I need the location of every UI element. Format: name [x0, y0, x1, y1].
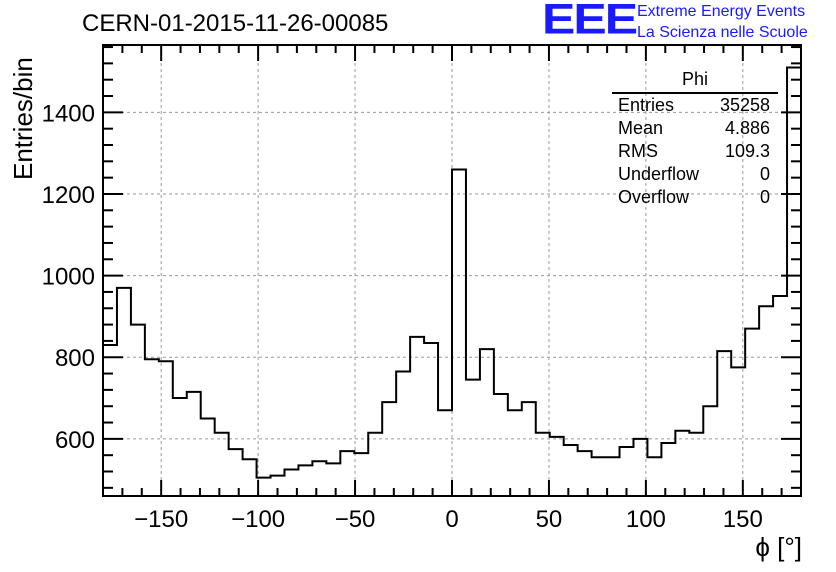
y-tick-label: 800 [55, 345, 95, 372]
tick-labels: −150 −100 −50 0 50 100 150 600 800 1000 1200 1400 [42, 100, 763, 533]
stats-box: Phi Entries 35258 Mean 4.886 RMS 109.3 U… [610, 70, 778, 209]
stats-label: Overflow [618, 187, 690, 207]
stats-label: Mean [618, 118, 664, 138]
y-tick-label: 1200 [42, 182, 95, 209]
stats-row-mean: Mean 4.886 [610, 117, 778, 140]
stats-value: 4.886 [724, 118, 770, 138]
stats-label: Entries [618, 95, 675, 115]
stats-row-rms: RMS 109.3 [610, 140, 778, 163]
x-tick-label: −50 [335, 506, 376, 533]
y-axis-label: Entries/bin [8, 57, 38, 180]
x-tick-label: 100 [626, 506, 666, 533]
x-tick-label: 50 [536, 506, 563, 533]
histogram-series-line [103, 66, 801, 479]
y-tick-label: 600 [55, 427, 95, 454]
stats-label: Underflow [618, 164, 700, 184]
x-tick-label: −100 [231, 506, 285, 533]
stats-value: 109.3 [724, 141, 770, 161]
chart-title: CERN-01-2015-11-26-00085 [82, 10, 389, 37]
logo-line-2: La Scienza nelle Scuole [637, 24, 808, 41]
logo-line-1: Extreme Energy Events [637, 3, 806, 20]
x-tick-label: 150 [723, 506, 763, 533]
x-axis-label: ϕ [°] [755, 532, 802, 562]
stats-box-title: Phi [612, 70, 778, 94]
stats-value: 35258 [719, 95, 770, 115]
stats-value: 0 [759, 187, 770, 207]
y-tick-label: 1000 [42, 264, 95, 291]
x-tick-label: 0 [445, 506, 458, 533]
stats-row-entries: Entries 35258 [610, 94, 778, 117]
stats-value: 0 [759, 164, 770, 184]
stats-label: RMS [618, 141, 658, 161]
eee-logo: EEE [542, 0, 638, 43]
x-tick-label: −150 [134, 506, 188, 533]
plot-frame [102, 44, 802, 497]
axis-ticks [102, 45, 802, 496]
y-tick-label: 1400 [42, 100, 95, 127]
stats-row-overflow: Overflow 0 [610, 186, 778, 209]
stats-row-underflow: Underflow 0 [610, 163, 778, 186]
